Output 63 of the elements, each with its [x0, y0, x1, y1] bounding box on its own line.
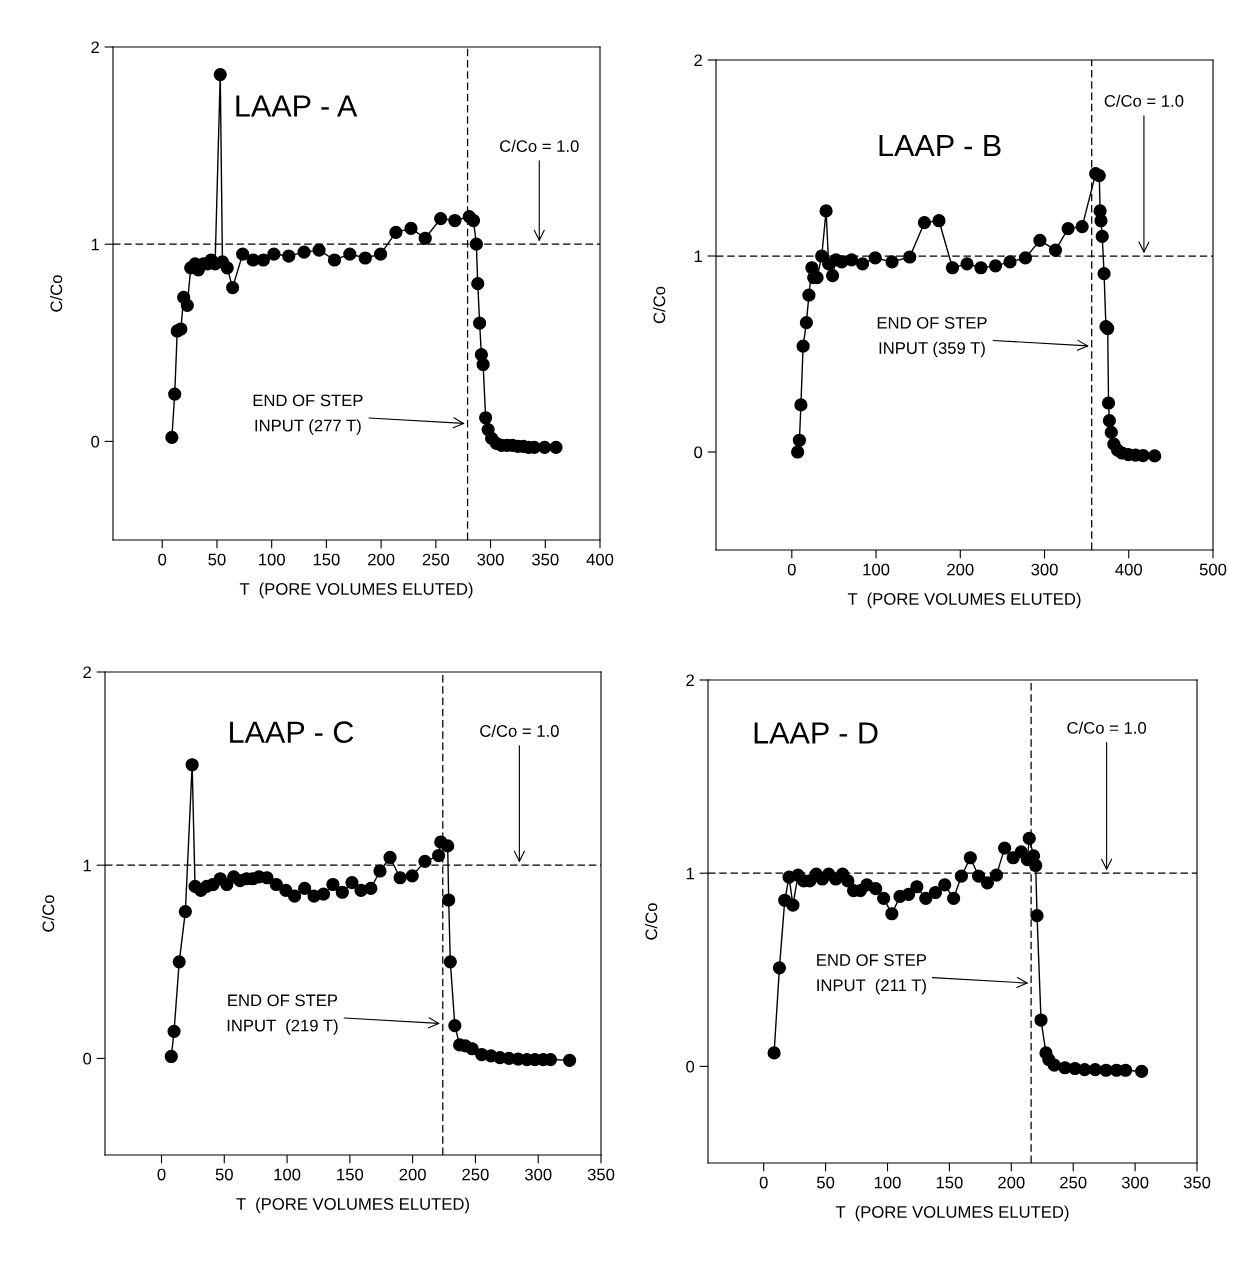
y-tick-label: 2	[686, 674, 694, 687]
annotation: C/Co = 1.0	[500, 139, 579, 153]
x-tick-label: 0	[158, 553, 167, 566]
x-tick-label: 500	[1199, 563, 1227, 576]
x-tick-label: 100	[259, 553, 285, 566]
x-tick-label: 200	[399, 1168, 426, 1181]
y-tick-label: 1	[686, 867, 694, 880]
y-tick-label: 2	[83, 666, 91, 679]
x-tick-label: 50	[208, 553, 226, 566]
x-tick-label: 50	[215, 1168, 233, 1181]
y-axis-title: C/Co	[645, 903, 658, 940]
y-axis-title: C/Co	[50, 275, 63, 312]
x-tick-label: 200	[947, 563, 974, 576]
x-tick-label: 0	[787, 563, 796, 576]
annotation: END OF STEP INPUT (219 T)	[227, 994, 338, 1035]
annotation: C/Co = 1.0	[1067, 721, 1147, 734]
y-axis-title: C/Co	[653, 286, 666, 324]
x-tick-label: 300	[1031, 563, 1058, 576]
x-tick-label: 350	[587, 1168, 615, 1181]
x-axis-title: T (PORE VOLUMES ELUTED)	[236, 1197, 469, 1214]
y-tick-label: 0	[694, 446, 703, 459]
y-tick-label: 0	[686, 1060, 695, 1073]
x-axis-title: T (PORE VOLUMES ELUTED)	[239, 582, 473, 599]
text: LAAP - D	[754, 722, 878, 744]
y-axis-title: C/Co	[42, 895, 55, 932]
annotation: END OF STEP INPUT (211 T)	[817, 954, 927, 995]
x-tick-label: 300	[524, 1168, 552, 1181]
x-tick-label: 400	[586, 553, 614, 566]
annotation: END OF STEP INPUT (277 T)	[253, 394, 363, 435]
y-tick-label: 2	[694, 54, 702, 67]
x-tick-label: 150	[936, 1176, 963, 1189]
x-tick-label: 0	[759, 1176, 768, 1189]
x-tick-label: 400	[1115, 563, 1143, 576]
x-tick-label: 350	[1183, 1176, 1211, 1189]
y-tick-label: 0	[91, 435, 100, 448]
x-tick-label: 200	[998, 1176, 1025, 1189]
y-tick-label: 2	[91, 41, 99, 54]
y-tick-label: 0	[83, 1052, 92, 1065]
y-tick-label: 1	[694, 250, 702, 263]
x-axis-title: T (PORE VOLUMES ELUTED)	[847, 592, 1081, 609]
x-tick-label: 250	[422, 553, 450, 566]
y-tick-label: 1	[91, 238, 99, 251]
x-tick-label: 350	[532, 553, 559, 566]
text: LAAP - A	[236, 95, 358, 117]
x-tick-label: 100	[274, 1168, 301, 1181]
x-tick-label: 250	[462, 1168, 489, 1181]
annotation: END OF STEP INPUT (359 T)	[877, 316, 987, 358]
y-tick-label: 1	[83, 859, 91, 872]
x-tick-label: 200	[368, 553, 395, 566]
x-tick-label: 150	[313, 553, 340, 566]
x-tick-label: 0	[157, 1168, 166, 1181]
annotation: C/Co = 1.0	[480, 724, 559, 737]
x-tick-label: 50	[817, 1176, 835, 1189]
x-tick-label: 100	[874, 1176, 901, 1189]
annotation: C/Co = 1.0	[1104, 94, 1184, 107]
x-tick-label: 100	[863, 563, 890, 576]
x-tick-label: 300	[1121, 1176, 1149, 1189]
x-tick-label: 250	[1060, 1176, 1087, 1189]
text: LAAP - C	[230, 721, 354, 743]
x-tick-label: 300	[477, 553, 504, 566]
x-tick-label: 150	[337, 1168, 364, 1181]
x-axis-title: T (PORE VOLUMES ELUTED)	[835, 1205, 1069, 1222]
text: LAAP - B	[879, 135, 1001, 157]
